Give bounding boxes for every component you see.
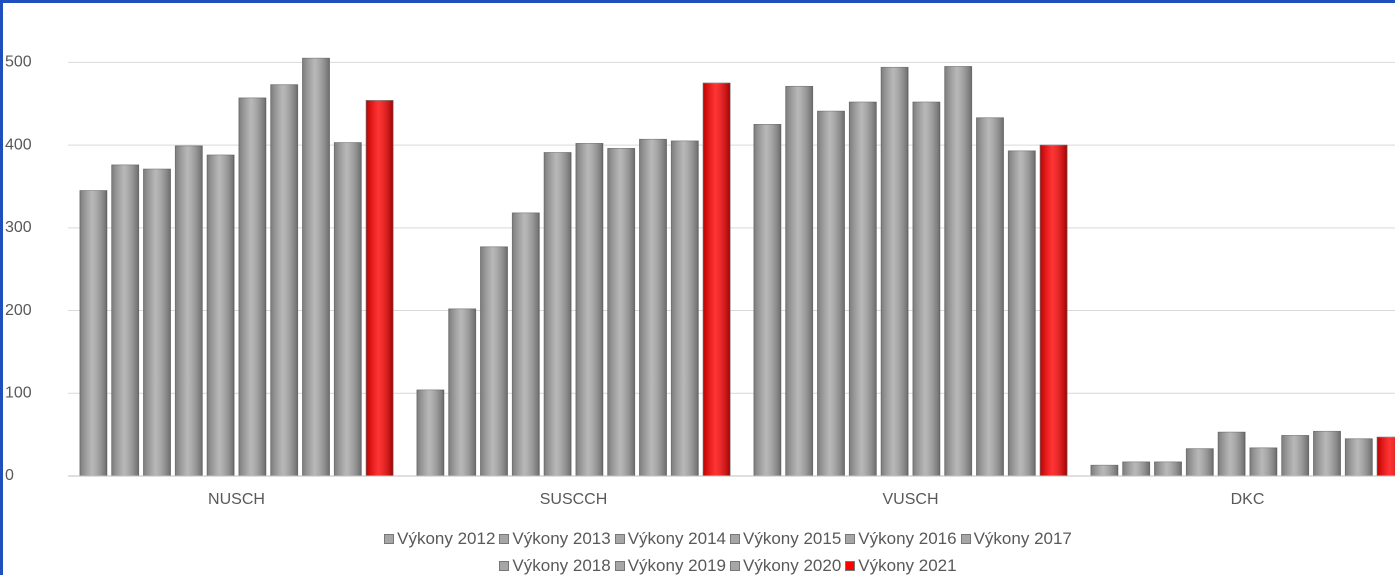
- bar: [848, 101, 877, 477]
- bar: [365, 100, 394, 477]
- legend-item: Výkony 2017: [960, 525, 1072, 552]
- bar: [174, 145, 203, 477]
- bar: [511, 212, 540, 477]
- bar: [1313, 430, 1341, 477]
- bar: [639, 138, 667, 477]
- legend-swatch: [730, 533, 740, 544]
- legend-item: Výkony 2012: [384, 525, 495, 552]
- legend-label: Výkony 2018: [512, 556, 611, 575]
- legend: Výkony 2012 Výkony 2013 Výkony 2014 Výkony …: [370, 525, 1090, 575]
- bar: [976, 117, 1004, 477]
- bar: [1007, 150, 1036, 477]
- legend-swatch: [730, 560, 740, 571]
- legend-label: Výkony 2017: [973, 529, 1072, 548]
- y-tick-label: 100: [5, 384, 32, 401]
- x-tick-label: SUSCCH: [540, 491, 608, 508]
- legend-item: Výkony 2014: [614, 525, 726, 552]
- bar: [143, 168, 171, 477]
- bar: [1281, 435, 1310, 477]
- bar: [1154, 461, 1182, 477]
- bar: [785, 85, 814, 477]
- legend-item: Výkony 2015: [730, 525, 841, 552]
- bar: [270, 84, 299, 477]
- bar: [1122, 461, 1151, 477]
- legend-label: Výkony 2014: [627, 529, 726, 548]
- bar: [448, 308, 477, 477]
- legend-swatch: [384, 533, 395, 544]
- bar: [480, 246, 508, 477]
- bar: [1249, 447, 1278, 477]
- legend-item: Výkony 2018: [499, 552, 611, 575]
- legend-swatch: [499, 533, 510, 544]
- legend-item: Výkony 2016: [845, 525, 957, 552]
- bar: [333, 142, 362, 477]
- legend-label: Výkony 2015: [743, 529, 842, 548]
- y-tick-label: 400: [5, 136, 32, 153]
- legend-swatch: [499, 560, 510, 571]
- bar: [1217, 431, 1246, 477]
- y-tick-label: 200: [5, 302, 32, 319]
- bar: [238, 97, 267, 477]
- legend-item: Výkony 2021: [845, 552, 957, 575]
- x-tick-label: VUSCH: [882, 491, 938, 508]
- legend-swatch: [614, 533, 625, 544]
- bar: [1039, 144, 1068, 477]
- bar: [79, 190, 108, 477]
- legend-label: Výkony 2021: [858, 556, 957, 575]
- bar: [1376, 436, 1395, 477]
- bar: [302, 57, 330, 477]
- legend-swatch: [845, 533, 856, 544]
- bar: [1090, 464, 1119, 477]
- bar: [1185, 448, 1214, 477]
- bar: [206, 154, 235, 477]
- legend-swatch: [960, 533, 971, 544]
- bar: [575, 143, 604, 477]
- legend-item: Výkony 2013: [499, 525, 611, 552]
- bar: [1344, 438, 1373, 477]
- bar: [944, 66, 973, 477]
- legend-swatch: [845, 560, 856, 571]
- y-tick-label: 300: [5, 219, 32, 236]
- bar: [880, 66, 909, 477]
- bar: [670, 140, 699, 477]
- legend-label: Výkony 2019: [627, 556, 726, 575]
- bar: [607, 147, 636, 477]
- y-tick-label: 500: [5, 54, 32, 71]
- legend-label: Výkony 2016: [858, 529, 957, 548]
- legend-item: Výkony 2019: [614, 552, 726, 575]
- legend-label: Výkony 2012: [397, 529, 496, 548]
- x-tick-label: DKC: [1231, 491, 1265, 508]
- bar: [111, 164, 140, 477]
- legend-label: Výkony 2013: [512, 529, 611, 548]
- legend-label: Výkony 2020: [743, 556, 842, 575]
- legend-swatch: [614, 560, 625, 571]
- plot: 0 100 200 300 400 500 NUSCH SUSCCH VUSCH DKC: [5, 54, 1395, 508]
- bar: [702, 82, 731, 477]
- bar: [543, 152, 572, 477]
- x-tick-label: NUSCH: [208, 491, 265, 508]
- bar: [416, 389, 445, 477]
- y-tick-label: 0: [5, 467, 14, 484]
- bar: [817, 110, 845, 477]
- bar: [912, 101, 941, 477]
- legend-item: Výkony 2020: [730, 552, 841, 575]
- bar: [753, 124, 782, 477]
